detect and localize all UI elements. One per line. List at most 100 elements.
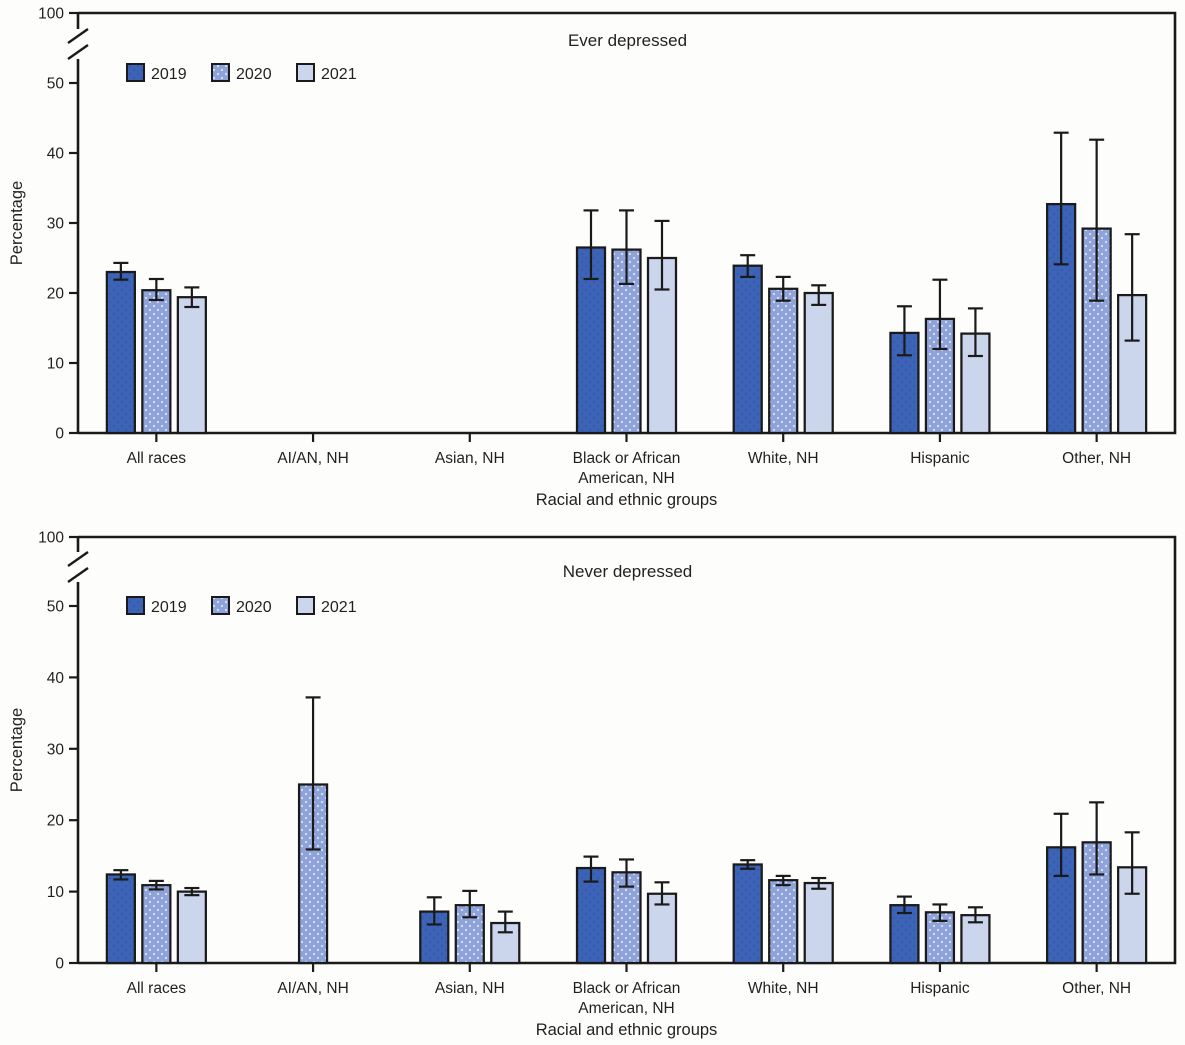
y-axis-title: Percentage [8, 708, 26, 792]
x-tick-label: All races [127, 450, 187, 467]
bar-2021-all-races [176, 890, 207, 965]
x-axis-title: Racial and ethnic groups [536, 491, 718, 509]
x-tick-label: All races [127, 980, 187, 997]
bar-2019-all-races [105, 270, 136, 435]
bar-2021-white-nh [803, 291, 834, 435]
error-bar-2021-other-nh [1124, 831, 1140, 895]
x-tick-label: AI/AN, NH [277, 450, 348, 467]
error-bar-2020-white-nh [775, 275, 791, 302]
bar-2019-all-races [105, 873, 136, 965]
x-tick-label: Other, NH [1062, 450, 1131, 467]
error-bar-2020-all-races [148, 879, 164, 891]
error-bar-2021-all-races [184, 886, 200, 897]
y-tick-label: 20 [47, 286, 65, 303]
legend-label-2020: 2020 [236, 66, 272, 83]
error-bar-2019-hispanic [896, 895, 912, 915]
y-tick-label: 0 [55, 956, 64, 973]
y-tick-label: 40 [47, 670, 65, 687]
legend-label-2019: 2019 [151, 66, 187, 83]
bar-2020-all-races [141, 289, 172, 435]
y-tick-label: 30 [47, 216, 65, 233]
error-bar-2019-black-or-african-american-nh [583, 209, 599, 281]
error-bar-2019-black-or-african-american-nh [583, 855, 599, 883]
error-bar-2020-white-nh [775, 874, 791, 887]
axis-break-slash [67, 551, 89, 567]
error-bar-2019-white-nh [740, 859, 756, 870]
error-bar-2021-white-nh [811, 284, 827, 306]
axis-break-slash [67, 567, 89, 583]
x-tick-label: American, NH [578, 1000, 674, 1017]
error-bar-2020-ai-an-nh [305, 696, 321, 851]
error-bar-2021-black-or-african-american-nh [654, 219, 670, 291]
x-tick-label: White, NH [748, 450, 819, 467]
y-tick-label: 0 [55, 426, 64, 443]
y-tick-label: 10 [47, 356, 65, 373]
legend-swatch-2020 [211, 596, 230, 615]
y-tick-label: 100 [38, 6, 64, 23]
bar-2020-white-nh [768, 287, 799, 435]
error-bar-2019-other-nh [1053, 812, 1069, 877]
legend-label-2021: 2021 [321, 66, 357, 83]
y-tick-label: 30 [47, 741, 65, 758]
y-axis-title: Percentage [8, 181, 26, 265]
error-bar-2019-hispanic [896, 305, 912, 357]
legend-swatch-2021 [296, 63, 315, 82]
error-bar-2020-hispanic [932, 903, 948, 922]
legend-label-2020: 2020 [236, 599, 272, 616]
error-bar-2019-white-nh [740, 254, 756, 278]
bar-2020-all-races [141, 884, 172, 965]
axis-break-slash [67, 28, 89, 44]
bar-2020-asian-nh [454, 904, 485, 965]
error-bar-2021-black-or-african-american-nh [654, 881, 670, 906]
legend: 2019 2020 2021 [126, 596, 357, 616]
x-axis-title: Racial and ethnic groups [536, 1021, 718, 1039]
x-tick-label: Hispanic [910, 980, 970, 997]
x-tick-label: Asian, NH [435, 980, 505, 997]
error-bar-2019-all-races [113, 869, 129, 881]
x-tick-label: AI/AN, NH [277, 980, 348, 997]
error-bar-2021-all-races [184, 286, 200, 309]
axis-break-slash [67, 44, 89, 60]
bar-2019-other-nh [1046, 202, 1077, 435]
x-tick-label: Other, NH [1062, 980, 1131, 997]
legend-swatch-2020 [211, 63, 230, 82]
error-bar-2020-all-races [148, 277, 164, 302]
y-tick-label: 40 [47, 146, 65, 163]
error-bar-2020-hispanic [932, 278, 948, 351]
error-bar-2020-asian-nh [462, 889, 478, 919]
error-bar-2021-hispanic [967, 906, 983, 924]
y-tick-label: 10 [47, 884, 65, 901]
x-tick-label: White, NH [748, 980, 819, 997]
x-tick-label: Asian, NH [435, 450, 505, 467]
legend-swatch-2021 [296, 596, 315, 615]
x-tick-label: Black or African [573, 980, 681, 997]
panel-title: Ever depressed [568, 31, 687, 50]
bar-2019-black-or-african-american-nh [575, 866, 607, 965]
error-bar-2019-asian-nh [426, 896, 442, 926]
error-bar-2021-white-nh [811, 876, 827, 890]
error-bar-2020-other-nh [1089, 138, 1105, 302]
bar-2021-all-races [176, 296, 207, 435]
legend-label-2021: 2021 [321, 599, 357, 616]
error-bar-2020-black-or-african-american-nh [619, 209, 634, 285]
y-tick-label: 20 [47, 813, 65, 830]
x-tick-label: Hispanic [910, 450, 970, 467]
error-bar-2021-asian-nh [497, 910, 513, 934]
y-tick-label: 50 [47, 76, 65, 93]
x-tick-label: Black or African [573, 450, 681, 467]
error-bar-2020-other-nh [1089, 801, 1105, 876]
legend: 2019 2020 2021 [126, 63, 357, 83]
error-bar-2019-other-nh [1053, 131, 1069, 266]
error-bar-2021-other-nh [1124, 233, 1140, 342]
legend-swatch-2019 [126, 63, 145, 82]
bar-2020-white-nh [768, 879, 799, 965]
y-tick-label: 100 [38, 530, 64, 547]
error-bar-2021-hispanic [967, 307, 983, 358]
legend-swatch-2019 [126, 596, 145, 615]
error-bar-2020-black-or-african-american-nh [619, 858, 634, 888]
error-bar-2019-all-races [113, 261, 129, 281]
panel-never-depressed: 0 10 20 30 40 50 100 Percentage Never depressed 2… [8, 530, 1177, 1039]
bar-2019-white-nh [732, 863, 763, 965]
